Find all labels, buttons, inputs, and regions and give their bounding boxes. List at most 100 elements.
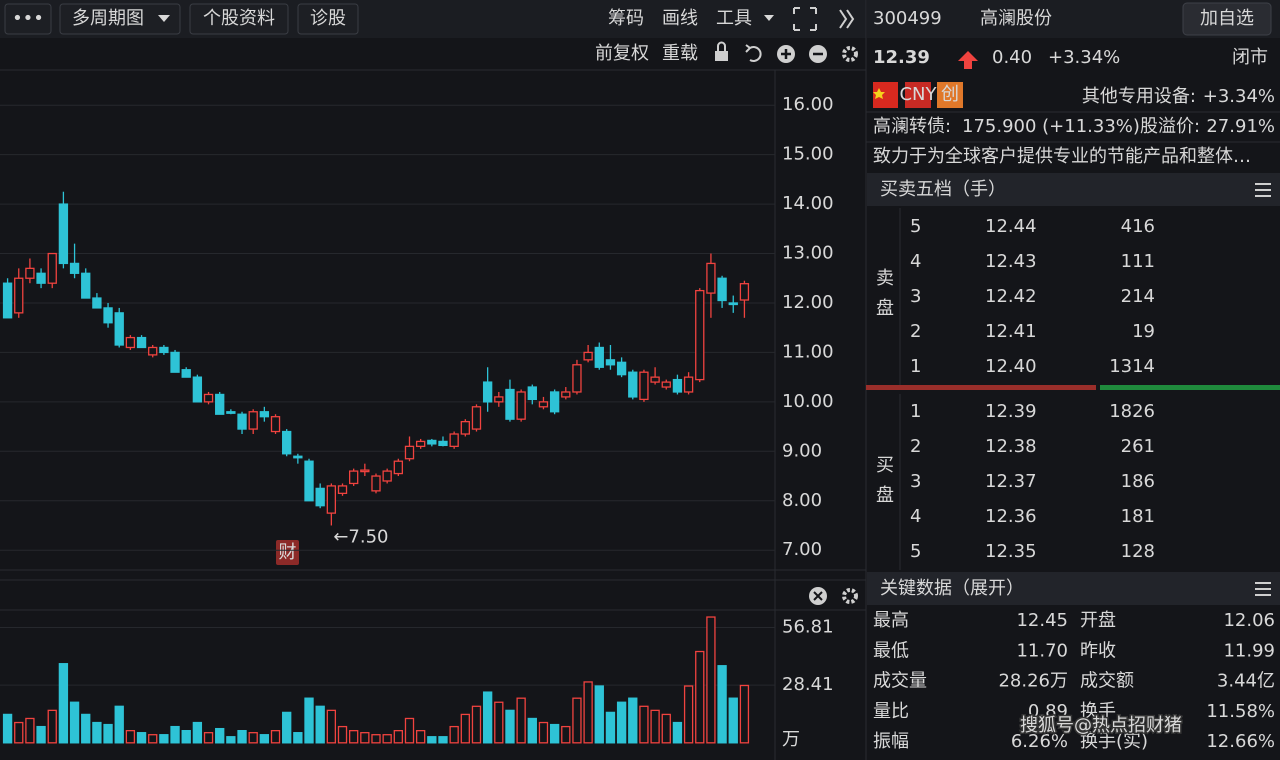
watermark: 搜狐号@热点招财猪: [1020, 715, 1182, 736]
volume-bar: [717, 665, 727, 744]
candle-body: [415, 440, 426, 448]
volume-bar: [25, 717, 35, 744]
y-tick-label: 7.00: [782, 539, 822, 560]
period-button[interactable]: [59, 3, 181, 35]
menu-label: •••: [12, 8, 44, 29]
key-data-label: 振幅: [873, 731, 909, 752]
volume-bar: [371, 734, 381, 744]
candle-body: [706, 262, 716, 294]
key-data-value: 3.44亿: [1217, 671, 1275, 692]
candle-body: [527, 386, 537, 401]
volume-bar: [449, 725, 459, 744]
order-level: 3: [910, 471, 921, 492]
candle-body: [58, 203, 69, 265]
candle-body: [672, 378, 683, 393]
tool-label[interactable]: 画线: [662, 8, 698, 29]
candle-body: [360, 469, 370, 473]
volume-bar: [349, 730, 359, 744]
buy-strength-bar: [1100, 385, 1280, 390]
watch-button-label: 加自选: [1200, 8, 1254, 29]
settings-icon[interactable]: [842, 46, 858, 62]
key-data-label: 量比: [873, 701, 909, 722]
fullscreen-icon[interactable]: [793, 7, 817, 31]
order-volume: 19: [1132, 321, 1155, 342]
candle-body: [304, 460, 314, 502]
undo-icon[interactable]: [745, 44, 762, 62]
section-header: [867, 173, 1280, 206]
candle-body: [739, 283, 750, 301]
price-change-pct: +3.34%: [1048, 47, 1120, 68]
unit-label: 万: [782, 729, 800, 750]
order-volume: 416: [1121, 216, 1155, 237]
profile-button[interactable]: [189, 3, 289, 35]
collapse-icon[interactable]: [839, 9, 855, 29]
volume-bar: [315, 705, 325, 744]
y-tick-label: 56.81: [782, 617, 834, 638]
volume-bar: [125, 730, 136, 744]
volume-bar: [237, 730, 247, 744]
candle-body: [561, 391, 571, 398]
volume-bar: [181, 730, 191, 744]
tool-label[interactable]: 工具: [716, 8, 752, 29]
watch-button[interactable]: [1182, 2, 1272, 36]
key-data-label: 最高: [873, 610, 909, 631]
volume-bar: [438, 736, 448, 744]
candle-body: [371, 475, 381, 492]
diagnose-label: 诊股: [310, 8, 346, 29]
candle-body: [639, 371, 649, 401]
event-badge[interactable]: [276, 540, 299, 565]
order-price: 12.44: [985, 216, 1037, 237]
candle-body: [47, 252, 57, 284]
candle-body: [728, 302, 738, 306]
low-annotation: ←7.50: [333, 526, 388, 547]
candle-body: [136, 336, 147, 349]
key-data-value: 11.70: [1016, 640, 1068, 661]
volume-bar: [259, 734, 270, 744]
reload-label[interactable]: 重载: [662, 43, 698, 64]
dynamic-layer: 16.00 15.00 14.00 13.00 12.00 11.00 10.00 9.00 8…: [0, 94, 1275, 752]
order-level: 1: [910, 356, 921, 377]
menu-icon[interactable]: [1255, 582, 1271, 596]
order-level: 2: [910, 321, 921, 342]
key-data-label: 成交量: [873, 671, 927, 692]
currency-badge: [905, 82, 931, 108]
profile-label: 个股资料: [203, 8, 275, 29]
flag-star: [873, 88, 885, 99]
y-tick-label: 9.00: [782, 440, 822, 461]
volume-bar: [527, 717, 537, 744]
key-data-label: 换手(实): [1080, 731, 1148, 752]
stock-code: 300499: [873, 8, 942, 29]
y-tick-label: 28.41: [782, 674, 834, 695]
volume-bar: [583, 681, 593, 744]
volume-bar: [695, 650, 705, 744]
order-volume: 1314: [1109, 356, 1155, 377]
adjust-label[interactable]: 前复权: [595, 43, 649, 64]
order-price: 12.42: [985, 286, 1037, 307]
diagnose-button[interactable]: [297, 3, 359, 35]
tool-label[interactable]: 筹码: [608, 8, 644, 29]
key-data-value: 12.06: [1223, 610, 1275, 631]
candle-body: [683, 376, 694, 393]
lock-icon[interactable]: [715, 51, 728, 61]
section-header: [867, 572, 1280, 605]
volume-bar: [69, 701, 80, 744]
candle-body: [460, 420, 470, 435]
candle-body: [181, 369, 191, 378]
candle-body: [192, 376, 203, 403]
candle-body: [148, 346, 158, 356]
order-level: 4: [910, 506, 921, 527]
candle-body: [449, 433, 459, 448]
candle-body: [125, 336, 136, 349]
candle-body: [382, 470, 392, 482]
volume-bar: [382, 734, 392, 744]
sell-strength-bar: [866, 385, 1096, 390]
order-level: 2: [910, 436, 921, 457]
menu-icon[interactable]: [1255, 183, 1271, 197]
candle-body: [717, 277, 727, 302]
settings-icon[interactable]: [842, 588, 858, 604]
menu-button[interactable]: [4, 3, 52, 35]
key-data-label: 最低: [873, 640, 909, 661]
volume-bar: [2, 713, 13, 744]
candle-body: [572, 364, 582, 393]
volume-bar: [159, 734, 169, 744]
